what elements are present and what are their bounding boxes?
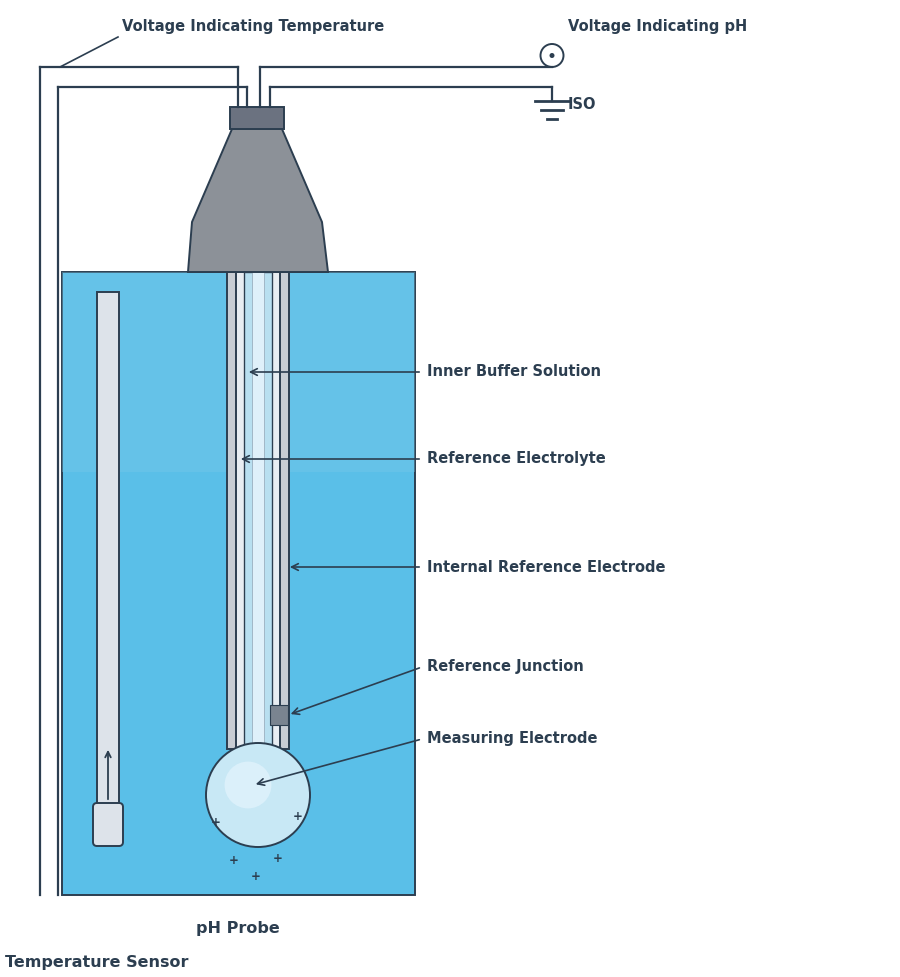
Text: +: + [230, 855, 238, 868]
Text: +: + [273, 853, 283, 866]
Bar [62, 272, 415, 472]
Bar [62, 272, 415, 895]
Circle shape [541, 44, 563, 67]
Text: Voltage Indicating pH: Voltage Indicating pH [568, 20, 747, 34]
Bar [227, 272, 289, 749]
Text: Inner Buffer Solution: Inner Buffer Solution [427, 364, 601, 379]
Text: Measuring Electrode: Measuring Electrode [427, 732, 598, 746]
Text: +: + [251, 871, 261, 883]
Circle shape [206, 743, 310, 847]
Bar [230, 107, 284, 129]
Circle shape [225, 762, 272, 808]
Text: pH Probe: pH Probe [196, 921, 280, 937]
FancyBboxPatch shape [93, 803, 123, 846]
Text: +: + [212, 817, 220, 829]
Text: ISO: ISO [568, 98, 597, 112]
Bar [236, 272, 280, 749]
Polygon shape [188, 129, 328, 272]
Bar [244, 272, 272, 749]
Text: Reference Electrolyte: Reference Electrolyte [427, 451, 606, 466]
Text: Temperature Sensor: Temperature Sensor [5, 955, 188, 969]
Circle shape [550, 53, 554, 58]
Text: Voltage Indicating Temperature: Voltage Indicating Temperature [122, 20, 384, 34]
Bar [270, 705, 288, 725]
Text: Internal Reference Electrode: Internal Reference Electrode [427, 560, 665, 574]
Text: +: + [293, 811, 303, 824]
Bar [97, 292, 119, 824]
Text: Reference Junction: Reference Junction [427, 659, 584, 674]
Bar [252, 272, 264, 749]
